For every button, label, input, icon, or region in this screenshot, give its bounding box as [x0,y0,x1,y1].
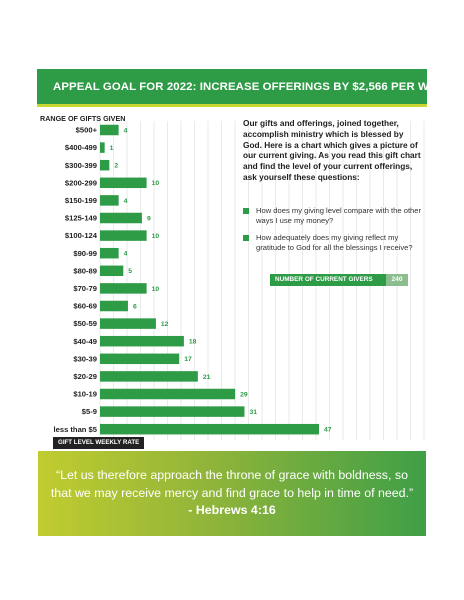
current-givers-badge: NUMBER OF CURRENT GIVERS 240 [270,274,408,286]
category-label: $60-69 [73,302,97,311]
bar [100,230,147,241]
value-label: 6 [133,303,137,310]
bar [100,212,142,224]
category-label: $150-199 [65,196,97,205]
header-banner: APPEAL GOAL FOR 2022: INCREASE OFFERINGS… [37,69,453,107]
value-label: 21 [203,374,211,381]
bar [100,265,124,277]
bar [100,177,147,189]
category-label: $5-9 [82,407,97,416]
value-label: 10 [152,180,160,187]
y-axis-label: RANGE OF GIFTS GIVEN [40,114,126,123]
value-label: 47 [324,427,332,434]
value-label: 1 [110,145,114,152]
scripture-quote-box: “Let us therefore approach the throne of… [38,451,426,536]
value-label: 2 [114,163,118,170]
category-label: $50-59 [73,319,97,328]
value-label: 29 [240,391,248,398]
bullet-square-icon [243,235,249,241]
page-title: APPEAL GOAL FOR 2022: INCREASE OFFERINGS… [53,80,453,93]
bar [100,124,119,136]
category-label: $70-79 [73,284,97,293]
category-label: $125-149 [65,214,97,223]
category-label: $80-89 [73,266,97,275]
bar [100,388,236,400]
quote-reference: - Hebrews 4:16 [188,503,276,518]
value-label: 12 [161,321,169,328]
quote-text: “Let us therefore approach the throne of… [50,468,414,500]
category-label: $400-499 [65,143,97,152]
category-label: $40-49 [73,337,97,346]
value-label: 5 [128,268,132,275]
category-label: $90-99 [73,249,97,258]
category-label: $20-29 [73,372,97,381]
category-label: $500+ [76,126,98,135]
question-item: How adequately does my giving reflect my… [243,233,423,254]
chart-bars: $500+ 4 $400-499 1 $300-399 2 $200-299 10 $150-1… [54,124,332,435]
category-label: $200-299 [65,178,97,187]
bar [100,300,128,312]
bar [100,195,119,206]
question-text: How adequately does my giving reflect my… [256,233,413,253]
bar [100,318,156,329]
value-label: 18 [189,339,197,346]
question-item: How does my giving level compare with th… [243,206,423,227]
value-label: 10 [152,233,160,240]
givers-label: NUMBER OF CURRENT GIVERS [270,274,386,286]
value-label: 31 [249,409,257,416]
value-label: 10 [152,286,160,293]
question-text: How does my giving level compare with th… [256,206,422,226]
bar [100,247,119,259]
value-label: 4 [124,251,128,258]
category-label: less than $5 [54,425,98,434]
bar [100,371,198,382]
bar [100,353,180,365]
value-label: 4 [124,127,128,134]
scripture-quote: “Let us therefore approach the throne of… [50,467,414,520]
value-label: 17 [184,356,192,363]
bar [100,423,320,435]
givers-count: 240 [386,274,408,286]
bullet-square-icon [243,208,249,214]
bar [100,335,184,347]
bar [100,142,105,153]
category-label: $100-124 [65,231,98,240]
category-label: $300-399 [65,161,97,170]
category-label: $10-19 [73,390,97,399]
x-axis-label: GIFT LEVEL WEEKLY RATE [53,437,145,449]
bar [100,406,245,417]
intro-text: Our gifts and offerings, joined together… [243,118,421,182]
bar [100,283,147,294]
value-label: 4 [124,198,128,205]
value-label: 9 [147,215,151,222]
bar [100,159,110,171]
category-label: $30-39 [73,354,97,363]
